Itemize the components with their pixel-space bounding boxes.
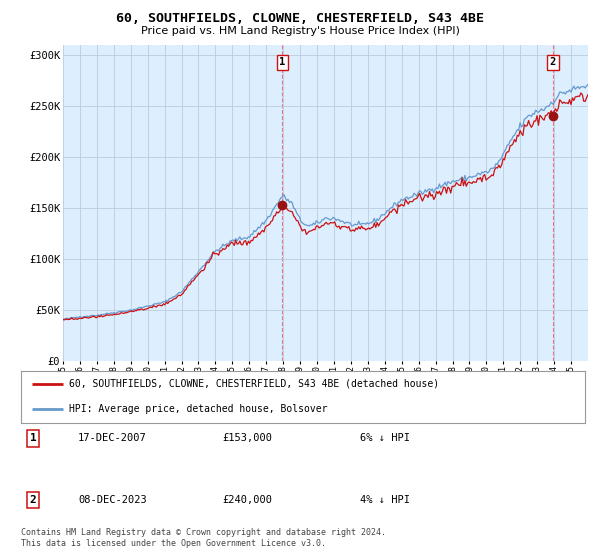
Text: HPI: Average price, detached house, Bolsover: HPI: Average price, detached house, Bols… [69,404,328,414]
Text: £153,000: £153,000 [222,433,272,444]
Text: 60, SOUTHFIELDS, CLOWNE, CHESTERFIELD, S43 4BE (detached house): 60, SOUTHFIELDS, CLOWNE, CHESTERFIELD, S… [69,379,439,389]
Text: 08-DEC-2023: 08-DEC-2023 [78,495,147,505]
Text: Price paid vs. HM Land Registry's House Price Index (HPI): Price paid vs. HM Land Registry's House … [140,26,460,36]
Text: 1: 1 [29,433,37,444]
Text: Contains HM Land Registry data © Crown copyright and database right 2024.
This d: Contains HM Land Registry data © Crown c… [21,528,386,548]
Text: 6% ↓ HPI: 6% ↓ HPI [360,433,410,444]
Text: 4% ↓ HPI: 4% ↓ HPI [360,495,410,505]
Text: £240,000: £240,000 [222,495,272,505]
Text: 2: 2 [550,58,556,67]
Text: 60, SOUTHFIELDS, CLOWNE, CHESTERFIELD, S43 4BE: 60, SOUTHFIELDS, CLOWNE, CHESTERFIELD, S… [116,12,484,25]
Text: 2: 2 [29,495,37,505]
Text: 17-DEC-2007: 17-DEC-2007 [78,433,147,444]
Text: 1: 1 [280,58,286,67]
